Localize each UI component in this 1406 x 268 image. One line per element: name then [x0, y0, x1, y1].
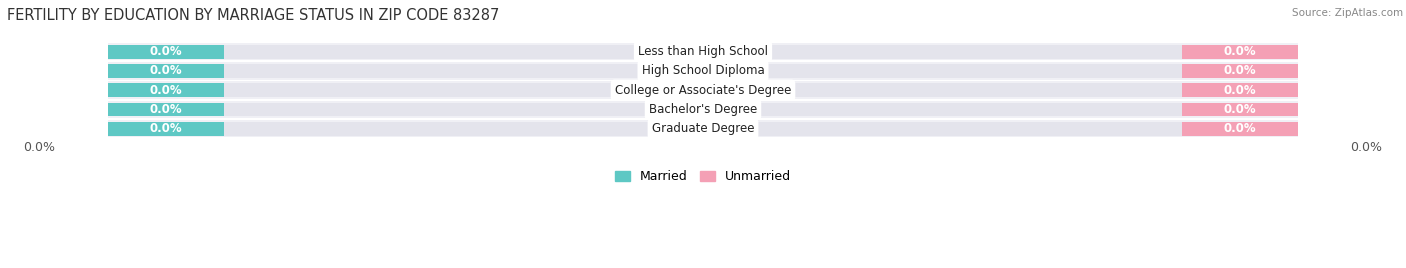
Text: High School Diploma: High School Diploma — [641, 64, 765, 77]
Bar — [108, 43, 1298, 60]
Text: 0.0%: 0.0% — [1223, 122, 1257, 135]
Text: 0.0%: 0.0% — [24, 141, 56, 154]
Text: 0.0%: 0.0% — [1223, 64, 1257, 77]
Bar — [108, 83, 224, 97]
Bar — [108, 122, 224, 136]
Text: 0.0%: 0.0% — [149, 45, 183, 58]
Text: College or Associate's Degree: College or Associate's Degree — [614, 84, 792, 97]
Text: 0.0%: 0.0% — [149, 122, 183, 135]
Bar — [108, 64, 1298, 78]
Legend: Married, Unmarried: Married, Unmarried — [610, 165, 796, 188]
Bar — [108, 122, 1298, 136]
Text: Bachelor's Degree: Bachelor's Degree — [650, 103, 756, 116]
Bar — [108, 120, 1298, 137]
Bar — [108, 103, 1298, 116]
Bar — [1182, 122, 1298, 136]
Text: 0.0%: 0.0% — [1223, 45, 1257, 58]
Bar — [108, 81, 1298, 99]
Bar — [108, 44, 224, 58]
Bar — [1182, 103, 1298, 116]
Bar — [108, 64, 224, 78]
Text: 0.0%: 0.0% — [1223, 84, 1257, 97]
Bar — [108, 83, 1298, 97]
Bar — [108, 101, 1298, 118]
Bar — [108, 44, 1298, 58]
Text: Graduate Degree: Graduate Degree — [652, 122, 754, 135]
Text: 0.0%: 0.0% — [149, 84, 183, 97]
Text: 0.0%: 0.0% — [1350, 141, 1382, 154]
Text: FERTILITY BY EDUCATION BY MARRIAGE STATUS IN ZIP CODE 83287: FERTILITY BY EDUCATION BY MARRIAGE STATU… — [7, 8, 499, 23]
Bar — [108, 62, 1298, 80]
Text: Source: ZipAtlas.com: Source: ZipAtlas.com — [1292, 8, 1403, 18]
Text: 0.0%: 0.0% — [149, 103, 183, 116]
Bar — [1182, 64, 1298, 78]
Text: 0.0%: 0.0% — [149, 64, 183, 77]
Bar — [1182, 44, 1298, 58]
Text: Less than High School: Less than High School — [638, 45, 768, 58]
Bar — [108, 103, 224, 116]
Text: 0.0%: 0.0% — [1223, 103, 1257, 116]
Bar — [1182, 83, 1298, 97]
